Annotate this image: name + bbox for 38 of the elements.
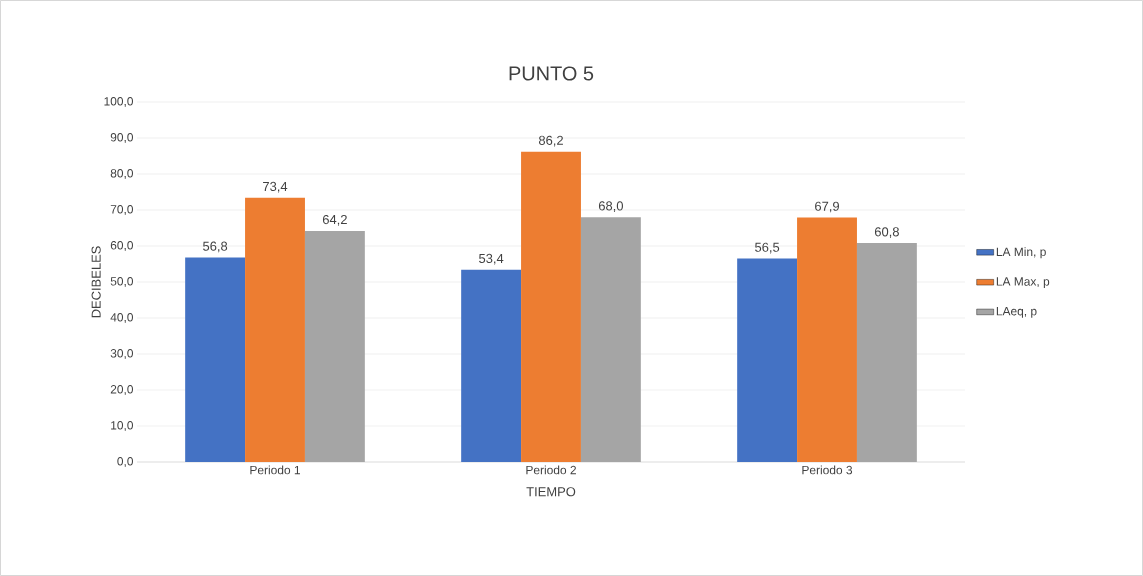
legend-label: LA Min, p xyxy=(996,247,1046,259)
data-label: 73,4 xyxy=(263,181,288,193)
data-label: 68,0 xyxy=(598,201,623,212)
chart-title: PUNTO 5 xyxy=(509,66,594,81)
bar xyxy=(737,258,798,462)
y-tick-label: 70,0 xyxy=(110,205,134,215)
y-tick-label: 0,0 xyxy=(117,457,134,467)
bar xyxy=(185,257,246,462)
y-tick-label: 80,0 xyxy=(110,169,134,179)
y-tick-label: 30,0 xyxy=(110,349,134,359)
bar xyxy=(521,151,581,462)
bar xyxy=(245,197,305,462)
y-axis-title: DECIBELES xyxy=(91,246,101,318)
x-tick-label: Periodo 2 xyxy=(526,465,576,475)
y-tick-label: 10,0 xyxy=(111,421,134,431)
x-axis-title: TIEMPO xyxy=(526,487,576,497)
data-label: 64,2 xyxy=(322,214,347,226)
y-tick-label: 20,0 xyxy=(110,385,134,395)
y-tick-label: 50,0 xyxy=(110,277,134,287)
bar xyxy=(580,217,641,462)
data-label: 56,5 xyxy=(755,242,780,254)
data-label: 60,8 xyxy=(874,227,899,238)
y-tick-label: 90,0 xyxy=(110,133,134,143)
x-tick-label: Periodo 3 xyxy=(802,465,853,475)
bar xyxy=(856,243,917,462)
data-label: 53,4 xyxy=(479,253,504,265)
legend-label: LA Max, p xyxy=(996,277,1050,289)
legend-label: LAeq, p xyxy=(996,307,1037,318)
y-tick-label: 100,0 xyxy=(104,97,134,107)
bar xyxy=(461,269,522,462)
bar xyxy=(304,230,365,462)
bar xyxy=(797,217,857,462)
data-label: 86,2 xyxy=(538,135,563,147)
y-tick-label: 40,0 xyxy=(110,313,134,323)
y-tick-label: 60,0 xyxy=(110,241,134,251)
data-label: 56,8 xyxy=(203,241,228,253)
data-label: 67,9 xyxy=(815,201,839,213)
x-tick-label: Periodo 1 xyxy=(250,465,300,475)
